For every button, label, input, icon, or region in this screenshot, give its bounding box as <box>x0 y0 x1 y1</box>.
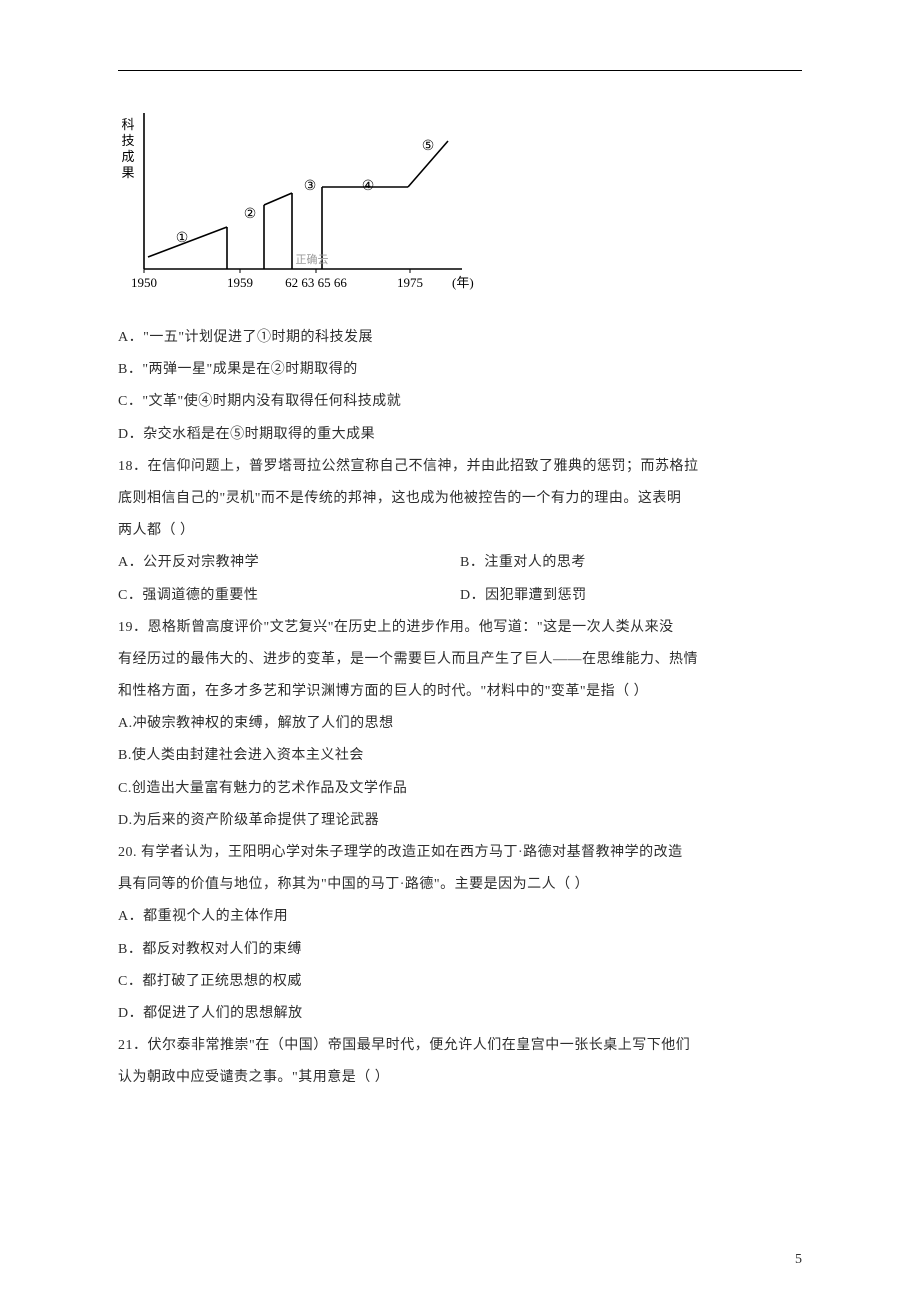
q18-row1: A．公开反对宗教神学 B．注重对人的思考 <box>118 547 802 579</box>
svg-text:④: ④ <box>362 179 375 194</box>
q20-block: 20. 有学者认为，王阳明心学对朱子理学的改造正如在西方马丁·路德对基督教神学的… <box>118 837 802 1030</box>
q18-opt-a: A．公开反对宗教神学 <box>118 547 460 579</box>
q19-stem-2: 有经历过的最伟大的、进步的变革，是一个需要巨人而且产生了巨人——在思维能力、热情 <box>118 644 802 676</box>
top-rule <box>118 70 802 71</box>
q20-stem-1: 20. 有学者认为，王阳明心学对朱子理学的改造正如在西方马丁·路德对基督教神学的… <box>118 837 802 869</box>
q19-opt-b: B.使人类由封建社会进入资本主义社会 <box>118 740 802 772</box>
chart-svg: 科技成果 ① ② ③ ④ ⑤ 1950 1959 62 63 65 66 1975 (年) 正确云 <box>122 99 474 297</box>
q17-opt-c: C．"文革"使④时期内没有取得任何科技成就 <box>118 386 802 418</box>
q21-stem-2: 认为朝政中应受谴责之事。"其用意是（ ） <box>118 1062 802 1094</box>
q19-block: 19．恩格斯曾高度评价"文艺复兴"在历史上的进步作用。他写道："这是一次人类从来… <box>118 612 802 837</box>
q18-stem-3: 两人都（ ） <box>118 515 802 547</box>
q17-options: A．"一五"计划促进了①时期的科技发展 B．"两弹一星"成果是在②时期取得的 C… <box>118 322 802 451</box>
svg-text:62 63 65 66: 62 63 65 66 <box>285 275 347 290</box>
tech-timeline-chart: 科技成果 ① ② ③ ④ ⑤ 1950 1959 62 63 65 66 1975 (年) 正确云 <box>122 99 802 302</box>
q20-opt-a: A．都重视个人的主体作用 <box>118 901 802 933</box>
q17-opt-a: A．"一五"计划促进了①时期的科技发展 <box>118 322 802 354</box>
q18-row2: C．强调道德的重要性 D．因犯罪遭到惩罚 <box>118 580 802 612</box>
page-number: 5 <box>795 1252 802 1268</box>
svg-text:1975: 1975 <box>397 275 423 290</box>
q20-opt-d: D．都促进了人们的思想解放 <box>118 998 802 1030</box>
svg-text:果: 果 <box>122 165 135 180</box>
q18-stem-2: 底则相信自己的"灵机"而不是传统的邦神，这也成为他被控告的一个有力的理由。这表明 <box>118 483 802 515</box>
svg-text:(年): (年) <box>452 275 474 290</box>
svg-text:③: ③ <box>304 179 317 194</box>
svg-text:成: 成 <box>122 149 135 164</box>
q18-opt-d: D．因犯罪遭到惩罚 <box>460 580 802 612</box>
q20-stem-2: 具有同等的价值与地位，称其为"中国的马丁·路德"。主要是因为二人（ ） <box>118 869 802 901</box>
svg-text:1950: 1950 <box>131 275 157 290</box>
q21-stem-1: 21．伏尔泰非常推崇"在（中国）帝国最早时代，便允许人们在皇宫中一张长桌上写下他… <box>118 1030 802 1062</box>
q19-opt-c: C.创造出大量富有魅力的艺术作品及文学作品 <box>118 773 802 805</box>
svg-text:①: ① <box>176 231 189 246</box>
q18-opt-c: C．强调道德的重要性 <box>118 580 460 612</box>
svg-text:科: 科 <box>122 117 135 132</box>
q18-opt-b: B．注重对人的思考 <box>460 547 802 579</box>
q20-opt-c: C．都打破了正统思想的权威 <box>118 966 802 998</box>
q19-opt-a: A.冲破宗教神权的束缚，解放了人们的思想 <box>118 708 802 740</box>
svg-text:正确云: 正确云 <box>296 253 329 266</box>
q17-opt-b: B．"两弹一星"成果是在②时期取得的 <box>118 354 802 386</box>
svg-text:技: 技 <box>122 133 135 148</box>
q19-stem-3: 和性格方面，在多才多艺和学识渊博方面的巨人的时代。"材料中的"变革"是指（ ） <box>118 676 802 708</box>
svg-text:⑤: ⑤ <box>422 139 435 154</box>
q21-block: 21．伏尔泰非常推崇"在（中国）帝国最早时代，便允许人们在皇宫中一张长桌上写下他… <box>118 1030 802 1094</box>
q19-opt-d: D.为后来的资产阶级革命提供了理论武器 <box>118 805 802 837</box>
page-container: 科技成果 ① ② ③ ④ ⑤ 1950 1959 62 63 65 66 1975 (年) 正确云 A… <box>0 0 920 1135</box>
q19-stem-1: 19．恩格斯曾高度评价"文艺复兴"在历史上的进步作用。他写道："这是一次人类从来… <box>118 612 802 644</box>
q20-opt-b: B．都反对教权对人们的束缚 <box>118 934 802 966</box>
svg-text:1959: 1959 <box>227 275 253 290</box>
q18-block: 18．在信仰问题上，普罗塔哥拉公然宣称自己不信神，并由此招致了雅典的惩罚；而苏格… <box>118 451 802 612</box>
q18-stem-1: 18．在信仰问题上，普罗塔哥拉公然宣称自己不信神，并由此招致了雅典的惩罚；而苏格… <box>118 451 802 483</box>
q17-opt-d: D．杂交水稻是在⑤时期取得的重大成果 <box>118 419 802 451</box>
svg-text:②: ② <box>244 207 257 222</box>
